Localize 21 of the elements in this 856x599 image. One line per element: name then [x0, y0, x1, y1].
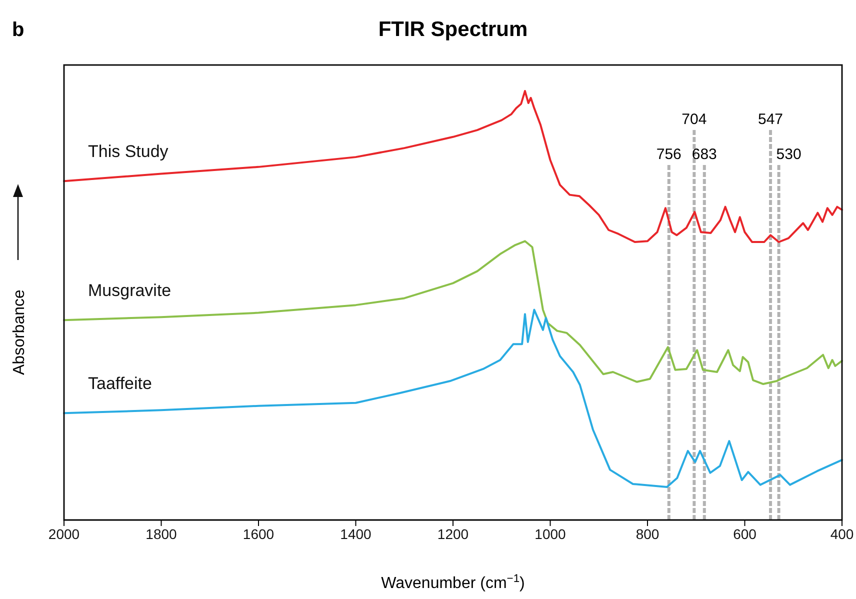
x-axis-title: Wavenumber (cm$^{−1}$)	[381, 573, 525, 592]
x-tick-label: 1000	[534, 526, 566, 542]
ref-line-label: 704	[682, 111, 707, 128]
series-label: This Study	[88, 142, 169, 162]
ref-line-label: 530	[776, 146, 802, 163]
x-tick-label: 1400	[340, 526, 372, 542]
series-label: Musgravite	[88, 281, 172, 300]
chart-title: FTIR Spectrum	[378, 18, 528, 41]
x-tick-label: 2000	[48, 526, 80, 542]
text: b	[12, 19, 24, 41]
x-tick-label: 1600	[242, 526, 274, 542]
ref-line-label: 756	[656, 146, 682, 163]
x-tick-label: 1200	[437, 526, 469, 542]
x-tick-label: 400	[830, 526, 854, 542]
x-tick-label: 600	[733, 526, 757, 542]
ref-line-label: 683	[692, 146, 717, 163]
x-tick-label: 800	[636, 526, 660, 542]
x-tick-label: 1800	[146, 526, 178, 542]
y-axis-title: Absorbance	[11, 290, 28, 375]
series-label: Taaffeite	[88, 374, 152, 394]
ref-line-label: 547	[758, 111, 784, 128]
